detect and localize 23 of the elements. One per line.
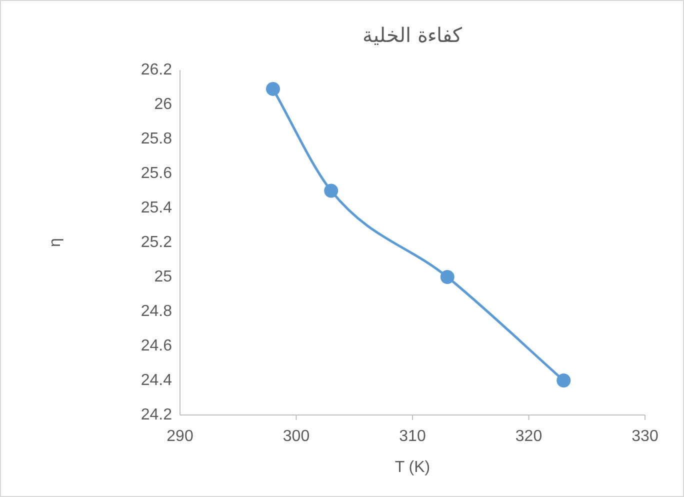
point (440, 270, 454, 284)
y-tick-label: 25.2 (140, 234, 172, 251)
y-tick-label: 24.8 (140, 303, 172, 320)
x-tick-label: 300 (282, 428, 310, 445)
y-tick-label: 25.8 (140, 130, 172, 148)
y-tick-label: 25.6 (140, 165, 172, 182)
x-tick-label: 330 (632, 428, 658, 445)
y-tick-label: 26.2 (140, 62, 172, 78)
y-axis-title: η (47, 238, 64, 247)
point (556, 374, 571, 388)
y-tick-label: 25.4 (140, 200, 172, 216)
x-tick-label: 320 (515, 428, 542, 445)
y-tick-label: 24.4 (140, 372, 172, 389)
chart-title: كفاءة الخلية (362, 25, 462, 47)
x-tick-label: 310 (399, 428, 426, 445)
y-tick-label: 26 (154, 96, 172, 113)
x-tick-label: 290 (166, 428, 194, 445)
point (324, 184, 338, 198)
y-tick-label: 24.6 (140, 338, 172, 354)
point (266, 82, 280, 96)
x-axis-title: T (K) (394, 459, 430, 476)
y-tick-label: 24.2 (140, 406, 172, 424)
y-tick-label: 25 (154, 268, 172, 286)
